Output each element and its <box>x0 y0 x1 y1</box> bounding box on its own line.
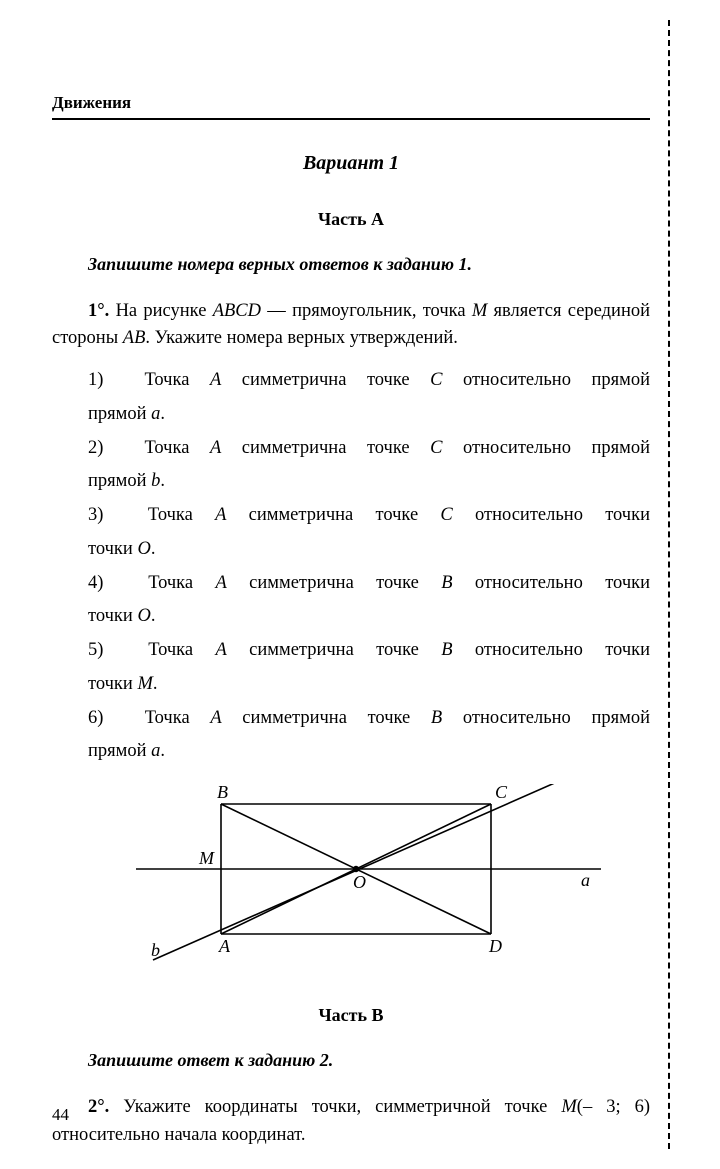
part-b-title: Часть В <box>52 1002 650 1029</box>
option-3: 3) Точка А симметрична точке С относител… <box>52 502 650 530</box>
svg-text:M: M <box>198 848 215 868</box>
task1-intro: 1°. На рисунке ABCD — прямоугольник, точ… <box>52 298 650 354</box>
svg-text:O: O <box>353 872 366 892</box>
task2-label: 2°. <box>88 1097 109 1117</box>
option-6: 6) Точка А симметрична точке В относител… <box>52 705 650 733</box>
page-number: 44 <box>52 1102 69 1128</box>
option-2: 2) Точка А симметрична точке С относител… <box>52 435 650 463</box>
option-3b: точки О. <box>52 536 650 564</box>
option-4: 4) Точка А симметрична точке В относител… <box>52 570 650 598</box>
svg-text:D: D <box>488 936 502 956</box>
option-5b: точки М. <box>52 671 650 699</box>
option-6b: прямой a. <box>52 738 650 766</box>
instruction-a: Запишите номера верных ответов к заданию… <box>52 251 650 278</box>
option-1: 1) Точка А симметрична точке С относител… <box>52 367 650 395</box>
section-header: Движения <box>52 90 650 120</box>
task2: 2°. Укажите координаты точки, симметричн… <box>52 1094 650 1150</box>
svg-text:b: b <box>151 940 160 960</box>
svg-text:A: A <box>218 936 231 956</box>
instruction-b: Запишите ответ к заданию 2. <box>52 1047 650 1074</box>
option-5: 5) Точка А симметрична точке В относител… <box>52 637 650 665</box>
option-1b: прямой a. <box>52 401 650 429</box>
svg-text:C: C <box>495 784 508 802</box>
svg-text:B: B <box>217 784 228 802</box>
part-a-title: Часть А <box>52 206 650 233</box>
option-4b: точки О. <box>52 603 650 631</box>
variant-title: Вариант 1 <box>52 148 650 178</box>
svg-text:a: a <box>581 870 590 890</box>
task1-label: 1°. <box>88 301 109 321</box>
geometry-diagram: B C A D M Oa b <box>91 784 611 984</box>
option-2b: прямой b. <box>52 468 650 496</box>
page-dashed-border <box>668 20 670 1149</box>
